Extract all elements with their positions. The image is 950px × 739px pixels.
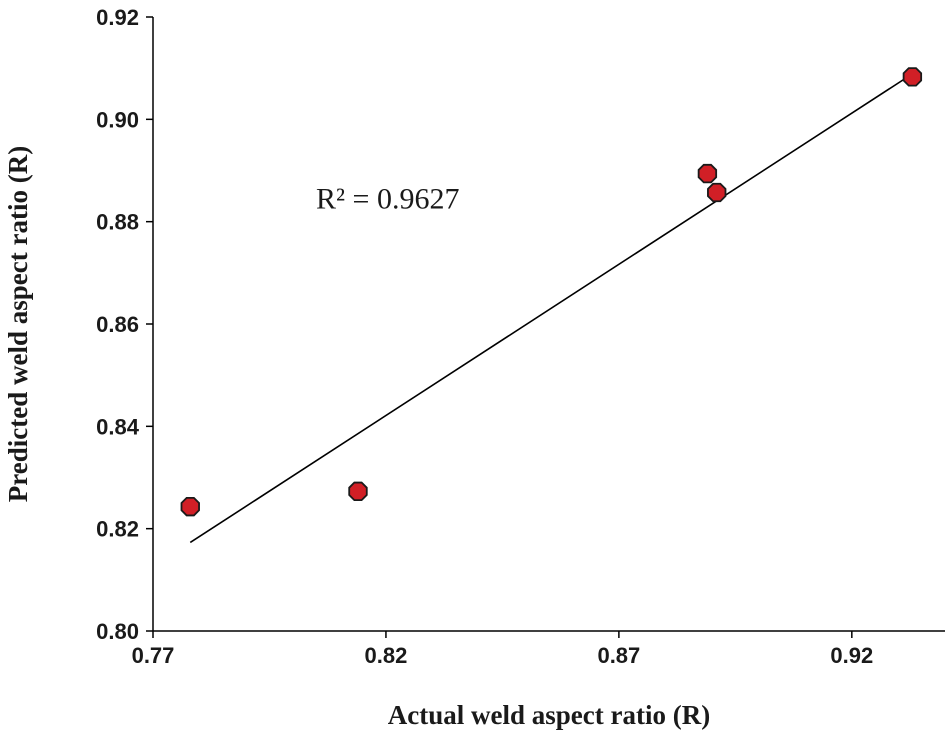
y-tick-label: 0.90 <box>96 107 139 132</box>
y-tick-label: 0.86 <box>96 312 139 337</box>
r-squared-annotation: R² = 0.9627 <box>316 183 459 216</box>
data-points <box>180 67 923 517</box>
data-point <box>707 182 727 203</box>
x-tick-label: 0.87 <box>597 643 640 668</box>
x-tick-label: 0.92 <box>830 643 873 668</box>
y-tick-label: 0.80 <box>96 619 139 644</box>
y-tick-label: 0.84 <box>96 414 140 439</box>
y-tick-label: 0.82 <box>96 517 139 542</box>
trendline <box>189 76 909 544</box>
data-point <box>348 481 368 501</box>
x-tick-label: 0.82 <box>365 643 408 668</box>
y-tick-label: 0.88 <box>96 210 139 235</box>
x-tick-label: 0.77 <box>132 643 175 668</box>
data-point <box>697 163 718 184</box>
data-point <box>902 67 923 87</box>
y-ticks: 0.80 0.82 0.84 0.86 0.88 0.90 0.92 <box>96 5 153 644</box>
y-tick-label: 0.92 <box>96 5 139 30</box>
x-axis-title: Actual weld aspect ratio (R) <box>388 700 710 730</box>
data-point <box>180 496 200 517</box>
y-axis-title: Predicted weld aspect ratio (R) <box>3 146 33 502</box>
x-ticks: 0.77 0.82 0.87 0.92 <box>132 631 873 668</box>
